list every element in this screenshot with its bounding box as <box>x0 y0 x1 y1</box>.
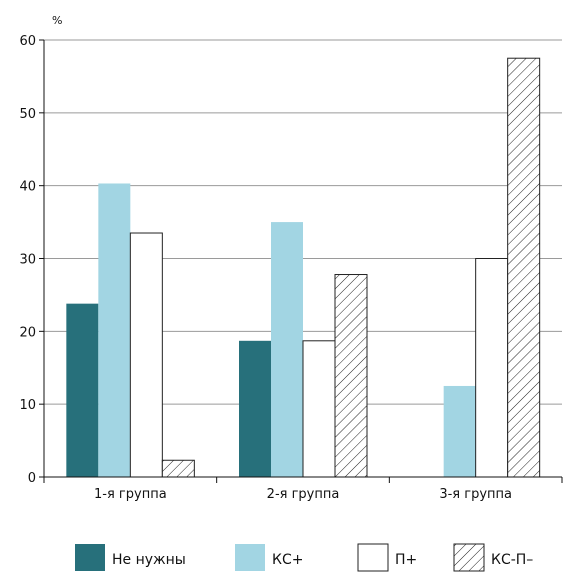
bar <box>239 341 271 477</box>
bar <box>508 58 540 477</box>
legend: Не нужны КС+ П+ КС-П– <box>75 544 533 571</box>
legend-swatch <box>75 544 105 571</box>
legend-label: Не нужны <box>112 552 186 568</box>
bar <box>130 233 162 477</box>
y-tick-label: 50 <box>19 107 36 122</box>
legend-label: КС-П– <box>491 552 533 568</box>
y-axis-label: % <box>52 14 62 27</box>
bar <box>476 259 508 478</box>
legend-swatch <box>454 544 484 571</box>
bar <box>444 386 476 477</box>
legend-label: КС+ <box>272 552 303 568</box>
bars <box>66 58 539 477</box>
bar <box>335 275 367 477</box>
bar <box>98 183 130 477</box>
x-tick-label: 2-я группа <box>267 487 340 502</box>
y-tick-label: 10 <box>19 398 36 413</box>
bar <box>271 222 303 477</box>
x-tick-label: 3-я группа <box>439 487 512 502</box>
y-tick-label: 60 <box>19 34 36 49</box>
y-tick-label: 20 <box>19 325 36 340</box>
y-tick-label: 40 <box>19 180 36 195</box>
bar <box>162 460 194 477</box>
bar <box>66 304 98 477</box>
bar <box>303 341 335 477</box>
legend-label: П+ <box>395 552 417 568</box>
y-tick-label: 30 <box>19 253 36 268</box>
y-tick-label: 0 <box>28 471 36 486</box>
x-tick-label: 1-я группа <box>94 487 167 502</box>
legend-swatch <box>358 544 388 571</box>
legend-swatch <box>235 544 265 571</box>
